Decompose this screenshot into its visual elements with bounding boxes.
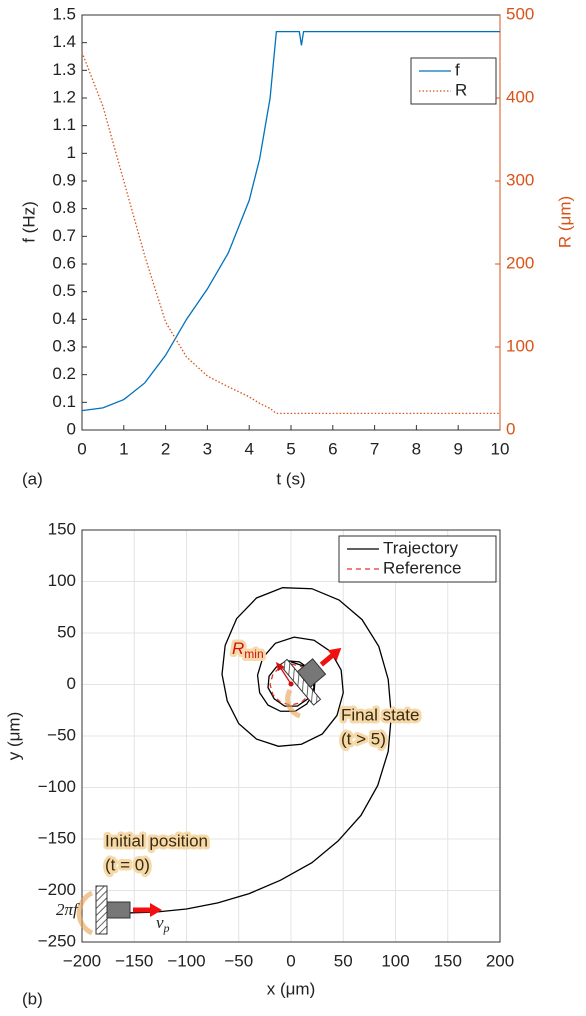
legend-label: f: [455, 60, 460, 79]
y-axis-label: f (Hz): [19, 201, 38, 243]
y-tick-label: 0.2: [52, 364, 76, 383]
legend-box: [410, 57, 497, 105]
x-tick-label: 0: [77, 439, 86, 458]
robot: [279, 647, 342, 706]
x-tick-label: 2: [161, 439, 170, 458]
rmin-symbol: R: [232, 639, 244, 658]
rmin-subscript: min: [244, 647, 263, 661]
y-tick-label: −250: [38, 931, 76, 950]
frequency-label: 2πf: [56, 900, 80, 919]
y-tick-label: 0.7: [52, 226, 76, 245]
rotation-arrow: [285, 688, 301, 719]
x-tick-label: −150: [115, 951, 153, 970]
plots: 0 1 2 3 4 5 6 7 8 9 1000.10.20.30.40.50.60.70.80.9…: [4, 4, 574, 1008]
radius-arrow: [279, 666, 292, 685]
y-tick-label: 1.4: [52, 32, 76, 51]
legend-box: [338, 535, 497, 583]
velocity-symbol: v: [156, 913, 164, 932]
x-axis-label: x (μm): [267, 979, 316, 998]
y-tick-label: 0.6: [52, 253, 76, 272]
y-tick-label: 0.3: [52, 336, 76, 355]
x-tick-label: −200: [63, 951, 101, 970]
y2-tick-label: 400: [506, 87, 534, 106]
x-tick-label: 100: [381, 951, 409, 970]
x-tick-label: 1: [119, 439, 128, 458]
y-tick-label: 1: [67, 143, 76, 162]
y-tick-label: −50: [47, 725, 76, 744]
x-tick-label: 9: [453, 439, 462, 458]
series-line: [118, 587, 392, 914]
x-tick-label: −100: [167, 951, 205, 970]
y2-tick-label: 100: [506, 336, 534, 355]
x-tick-label: 8: [412, 439, 421, 458]
annotation: Final state: [341, 705, 419, 724]
legend-label: Reference: [383, 558, 461, 577]
y2-tick-label: 0: [506, 419, 515, 438]
y-tick-label: 1.2: [52, 87, 76, 106]
series-line: [81, 30, 500, 412]
radius-arrowhead: [276, 662, 285, 671]
y-axis-label: y (μm): [4, 712, 23, 761]
x-axis-label: t (s): [276, 469, 305, 488]
x-tick-label: 7: [370, 439, 379, 458]
x-tick-label: 150: [434, 951, 462, 970]
x-tick-label: 200: [486, 951, 514, 970]
x-tick-label: 4: [244, 439, 253, 458]
velocity-arrowhead: [150, 903, 162, 917]
y-tick-label: −150: [38, 828, 76, 847]
y-tick-label: 0.9: [52, 170, 76, 189]
velocity-label: vp: [156, 913, 170, 935]
x-tick-label: 6: [328, 439, 337, 458]
y-tick-label: 1.3: [52, 60, 76, 79]
y-tick-label: 0.1: [52, 392, 76, 411]
y-tick-label: 0: [67, 674, 76, 693]
y-tick-label: 0: [67, 419, 76, 438]
velocity-subscript: p: [163, 921, 170, 935]
y2-tick-label: 200: [506, 253, 534, 272]
series-line: [269, 663, 313, 706]
panel-label: (a): [22, 469, 43, 488]
y2-tick-label: 500: [506, 4, 534, 23]
y-tick-label: −200: [38, 880, 76, 899]
legend-label: Trajectory: [383, 538, 458, 557]
y-tick-label: 0.4: [52, 309, 76, 328]
panel-label: (b): [22, 989, 43, 1008]
y-tick-label: 50: [57, 622, 76, 641]
y-tick-label: 1.5: [52, 4, 76, 23]
y-tick-label: 1.1: [52, 115, 76, 134]
x-tick-label: 3: [203, 439, 212, 458]
y-tick-label: 0.8: [52, 198, 76, 217]
x-tick-label: −50: [224, 951, 253, 970]
robot-head: [106, 901, 131, 919]
x-tick-label: 10: [491, 439, 510, 458]
series-line: [81, 52, 500, 415]
x-tick-label: 5: [286, 439, 295, 458]
y-tick-label: −100: [38, 777, 76, 796]
annotation: (t > 5): [341, 729, 386, 748]
robot-body: [95, 885, 108, 935]
rmin-label: Rmin: [232, 639, 264, 661]
y-tick-label: 0.5: [52, 281, 76, 300]
y-tick-label: 150: [48, 519, 76, 538]
x-tick-label: 0: [286, 951, 295, 970]
annotation: Initial position: [105, 831, 208, 850]
rotation-arrow: [76, 890, 94, 936]
annotations: Rmin Initial position (t = 0) Final stat…: [56, 636, 422, 936]
y2-axis-label: R (μm): [555, 196, 574, 248]
y-tick-label: 100: [48, 571, 76, 590]
legend-label: R: [455, 80, 467, 99]
x-tick-label: 50: [334, 951, 353, 970]
annotation: (t = 0): [105, 855, 150, 874]
y2-tick-label: 300: [506, 170, 534, 189]
plot-frame: [81, 529, 501, 943]
